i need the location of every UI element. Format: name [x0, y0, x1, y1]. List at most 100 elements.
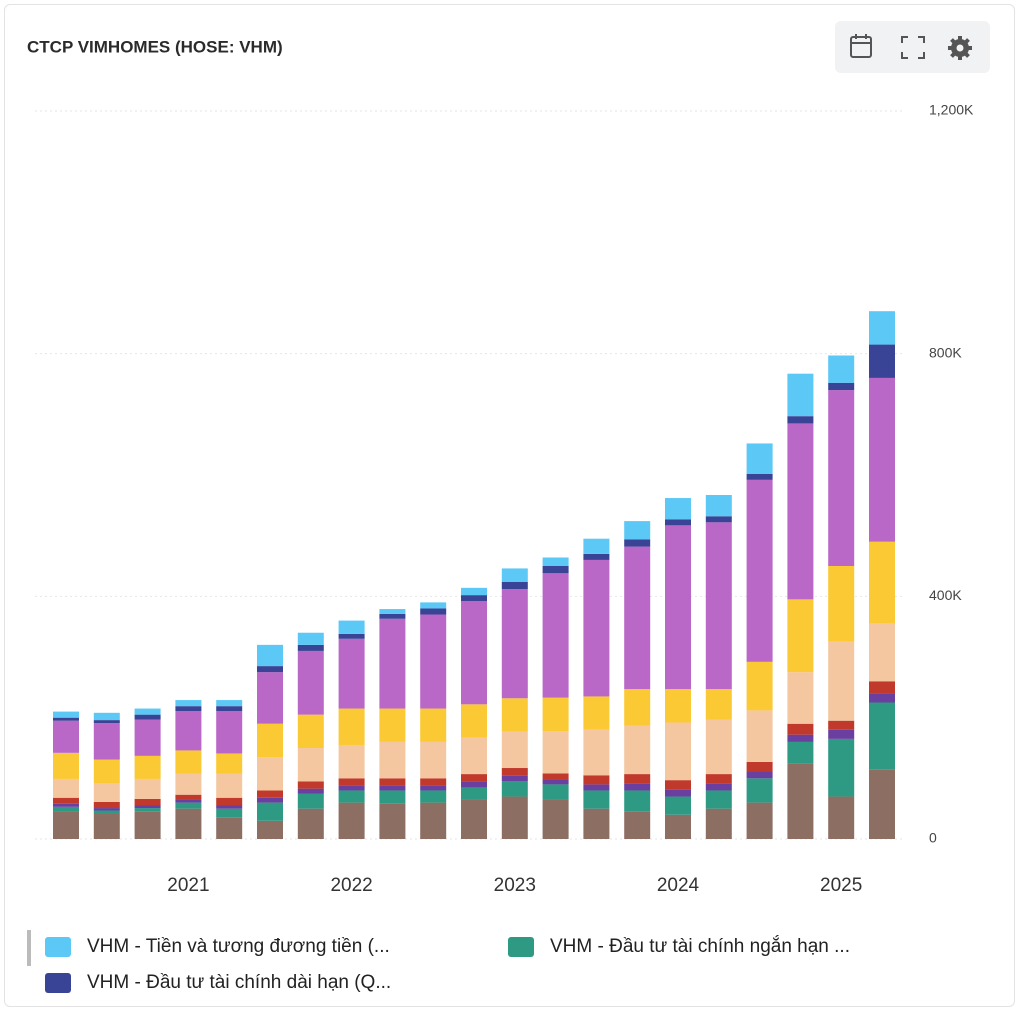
bar-segment	[338, 785, 365, 791]
bar-segment	[257, 644, 283, 667]
bar-segment	[583, 729, 610, 776]
bar-segment	[665, 689, 691, 723]
chart: CTCP VIMHOMES (HOSE: VHM) 0 400K 800K 1,200…	[27, 21, 990, 993]
legend-scrollbar	[27, 930, 31, 966]
bar-segment	[828, 355, 855, 383]
bar-segment	[420, 785, 447, 791]
bar-segment	[746, 479, 773, 662]
bar-segment	[746, 778, 773, 803]
bar-segment	[216, 706, 243, 711]
bar-segment	[828, 796, 855, 839]
bar-segment	[420, 708, 447, 742]
bar-segment	[665, 519, 691, 526]
bar-segment	[175, 802, 202, 809]
bar-segment	[420, 608, 447, 615]
bar-segment	[420, 790, 447, 803]
bar-segment	[501, 768, 528, 776]
bar-segment	[379, 741, 406, 779]
bar-segment	[175, 799, 202, 803]
bar-segment	[379, 618, 406, 709]
fullscreen-button[interactable]	[901, 36, 925, 59]
bar-segment	[787, 741, 814, 764]
bar-segment	[624, 725, 651, 775]
bar-segment	[420, 614, 447, 709]
bar-segment	[53, 797, 79, 804]
bar-segment	[787, 373, 814, 417]
bar-segment	[461, 799, 487, 839]
bar-segment	[869, 541, 895, 624]
bar-segment	[216, 753, 243, 774]
bar-segment	[624, 539, 651, 547]
bar-segment	[420, 802, 447, 839]
x-tick-label: 2022	[330, 875, 372, 896]
bar-segment	[134, 798, 161, 806]
bar-segment	[216, 805, 243, 809]
bar-segment	[216, 710, 243, 754]
bar-segment	[869, 702, 895, 770]
bar-segment	[501, 775, 528, 782]
bar-segment	[93, 801, 120, 809]
bar-segment	[216, 700, 243, 707]
bar-segment	[297, 808, 324, 839]
bar-segment	[297, 632, 324, 645]
bar-segment	[257, 802, 283, 821]
bar-segment	[828, 382, 855, 391]
bar-segment	[461, 601, 487, 705]
chart-title: CTCP VIMHOMES (HOSE: VHM)	[27, 37, 283, 56]
bar-segment	[379, 778, 406, 786]
bar-segment	[624, 689, 651, 726]
bar-segment	[175, 808, 202, 839]
bar-segment	[93, 759, 120, 784]
bar-segment	[787, 672, 814, 724]
bar-segment	[338, 802, 365, 839]
bar-segment	[869, 681, 895, 694]
bar-segment	[379, 785, 406, 791]
bar-segment	[257, 790, 283, 798]
bar-segment	[583, 784, 610, 791]
bar-segment	[175, 773, 202, 795]
bar-segment	[257, 666, 283, 673]
bar-segment	[501, 698, 528, 732]
bar-segment	[624, 790, 651, 812]
bar-segment	[624, 774, 651, 784]
bar-segment	[746, 802, 773, 839]
bar-segment	[787, 423, 814, 600]
bar-segment	[665, 722, 691, 781]
bar-segment	[175, 700, 202, 707]
bar-segment	[338, 790, 365, 803]
bar-segment	[420, 778, 447, 786]
bar-segment	[134, 708, 161, 715]
settings-button[interactable]	[948, 36, 972, 60]
bar-segment	[665, 814, 691, 839]
bar-segment	[828, 720, 855, 730]
bar-segment	[93, 720, 120, 724]
legend-swatch	[508, 937, 534, 957]
bar-segment	[542, 557, 569, 566]
bar-segment	[379, 609, 406, 614]
calendar-button[interactable]	[850, 34, 872, 58]
bar-segment	[134, 714, 161, 720]
bar-segment	[705, 808, 732, 839]
bar-segment	[542, 773, 569, 780]
bar-segment	[53, 803, 79, 807]
bar-segment	[134, 719, 161, 756]
bar-segment	[134, 811, 161, 839]
bar-segment	[420, 741, 447, 779]
y-tick-label: 400K	[929, 587, 962, 603]
bar-segment	[624, 811, 651, 839]
bar-segment	[624, 783, 651, 791]
legend-label: VHM - Đầu tư tài chính dài hạn (Q...	[87, 972, 391, 993]
bar-segment	[665, 525, 691, 690]
bar-segment	[869, 693, 895, 703]
y-tick-label: 800K	[929, 344, 962, 360]
bar-segment	[216, 797, 243, 806]
bar-segment	[53, 811, 79, 839]
bar-segment	[175, 710, 202, 751]
bar-segment	[665, 498, 691, 520]
bar-segment	[216, 808, 243, 818]
legend-swatch	[45, 973, 71, 993]
bar-segment	[297, 788, 324, 794]
bar-segment	[338, 744, 365, 779]
bar-segment	[461, 787, 487, 800]
bar-segment	[53, 778, 79, 798]
